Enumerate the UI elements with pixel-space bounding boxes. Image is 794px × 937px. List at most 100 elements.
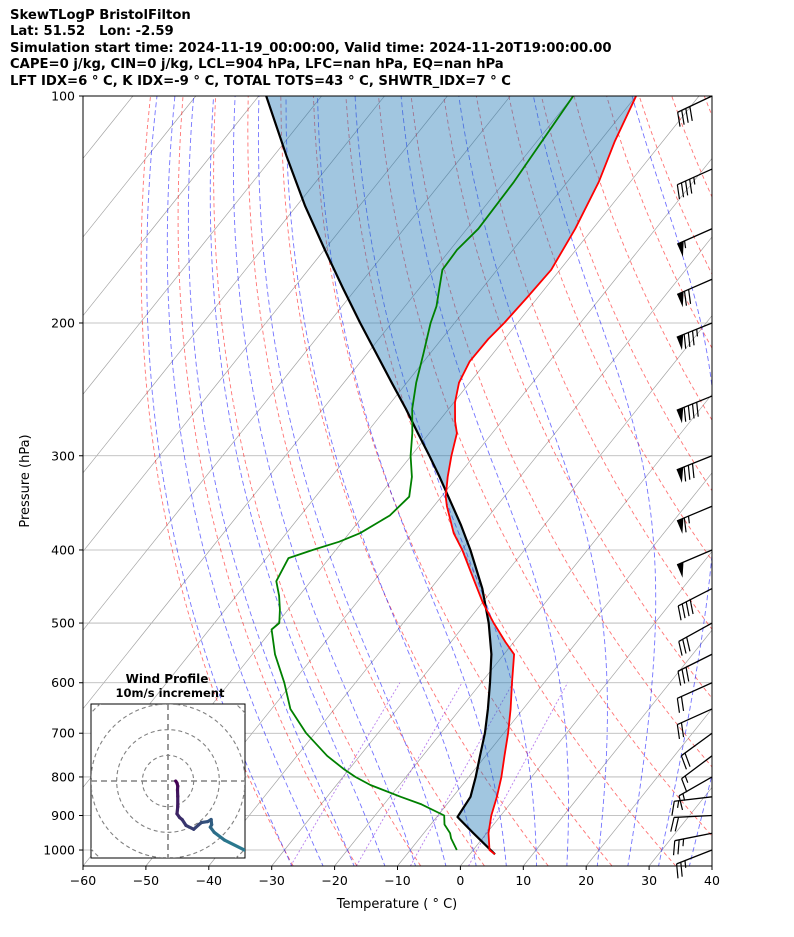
- wind-barb-full: [680, 755, 687, 770]
- dry-adiabat: [140, 96, 294, 866]
- sounding-lines: [265, 96, 637, 856]
- wind-barb-full: [680, 722, 685, 738]
- moist-adiabat: [354, 96, 538, 866]
- simulation-times: Simulation start time: 2024-11-19_00:00:…: [10, 40, 612, 56]
- wind-barb-full: [691, 330, 695, 346]
- hodograph-segment: [174, 779, 179, 785]
- wind-barb: [676, 549, 713, 578]
- wind-barb-shaft: [677, 95, 713, 113]
- wind-barb: [676, 322, 713, 351]
- y-axis: 1000 900 800 700 600 500 400 300 200 100: [43, 89, 83, 858]
- dry-adiabat: [540, 96, 712, 492]
- wind-barb-full: [685, 667, 690, 682]
- moist-adiabat: [458, 96, 608, 866]
- wind-barb-shaft: [674, 832, 713, 842]
- mixing-ratio-line: [410, 682, 514, 866]
- wind-barb-full: [682, 639, 687, 654]
- isotherm-line: [83, 96, 259, 317]
- wind-barb-flag: [677, 291, 684, 308]
- wind-barb-full: [689, 179, 693, 194]
- wind-barb-full: [681, 778, 688, 793]
- y-tick-label: 800: [51, 769, 75, 784]
- y-tick-label: 300: [51, 448, 75, 463]
- wind-barb-shaft: [676, 849, 713, 865]
- x-tick-label: −10: [384, 873, 410, 888]
- wind-barb-full: [683, 407, 687, 422]
- wind-barb: [681, 755, 713, 793]
- mixing-ratio-lines: [290, 682, 568, 866]
- wind-barb-flag: [677, 562, 684, 578]
- wind-barb-half: [682, 838, 685, 847]
- y-tick-label: 700: [51, 726, 75, 741]
- wind-barb-full: [683, 291, 688, 306]
- x-axis-label: Temperature ( ° C): [336, 897, 457, 912]
- moist-adiabat: [720, 96, 794, 868]
- wind-barb-half: [693, 177, 696, 185]
- wind-barb-full: [671, 801, 675, 816]
- station-title: SkewTLogP BristolFilton: [10, 8, 191, 23]
- wind-barb: [676, 708, 713, 740]
- mixing-ratio-line: [468, 682, 568, 866]
- dry-adiabat: [606, 96, 712, 349]
- wind-barb-full: [680, 862, 683, 877]
- isotherm-line: [83, 96, 197, 238]
- wind-barb-full: [676, 724, 681, 740]
- wind-barb-half: [682, 793, 686, 801]
- wind-barb-full: [689, 599, 694, 615]
- wind-barb-shaft: [676, 505, 713, 522]
- wind-barb: [680, 732, 713, 770]
- isotherm-line: [83, 96, 385, 474]
- wind-barb: [676, 168, 713, 200]
- wind-barb-shaft: [677, 653, 713, 672]
- wind-barb: [676, 455, 713, 483]
- isotherm-line: [523, 629, 712, 866]
- wind-barb: [670, 814, 713, 832]
- isotherm-line: [460, 550, 712, 866]
- isotherm-line: [397, 472, 712, 866]
- dry-adiabat: [443, 96, 712, 699]
- isotherm-line: [83, 96, 448, 553]
- wind-barb: [677, 95, 713, 127]
- wind-barb-full: [683, 517, 687, 533]
- wind-barb-full: [678, 795, 684, 811]
- y-axis-label: Pressure (hPa): [18, 434, 33, 527]
- isotherm-line: [0, 96, 70, 866]
- dry-adiabat: [177, 96, 358, 866]
- wind-barb-full: [677, 671, 682, 686]
- wind-barb-full: [688, 289, 692, 304]
- x-tick-label: −30: [259, 873, 285, 888]
- isotherm-line: [585, 708, 712, 866]
- wind-barb-half: [687, 516, 690, 524]
- wind-barb-full: [672, 840, 676, 856]
- isotherm-line: [711, 865, 712, 866]
- y-tick-label: 200: [51, 315, 75, 330]
- dry-adiabat: [247, 96, 485, 866]
- wind-barb-shaft: [674, 814, 713, 819]
- isotherm-line: [83, 96, 322, 395]
- moist-adiabat: [317, 96, 507, 866]
- wind-barb-shaft: [676, 395, 713, 411]
- wind-barb-flag: [676, 407, 684, 424]
- wind-barb-half: [676, 800, 680, 808]
- moist-adiabat: [209, 96, 386, 866]
- wind-barbs: [670, 95, 713, 879]
- isotherm-line: [775, 96, 794, 866]
- isotherm-line: [83, 96, 574, 710]
- wind-barb: [676, 682, 713, 713]
- wind-barb: [676, 395, 713, 424]
- wind-barb-shaft: [676, 549, 713, 566]
- wind-barb-full: [674, 817, 680, 832]
- x-tick-label: 40: [704, 873, 720, 888]
- y-tick-label: 1000: [43, 843, 75, 858]
- wind-barb-full: [687, 332, 691, 348]
- moist-adiabats: [146, 96, 794, 868]
- wind-barb-full: [687, 465, 691, 480]
- moist-adiabat: [631, 96, 712, 866]
- wind-barb-shaft: [680, 732, 713, 757]
- x-tick-label: −60: [70, 873, 96, 888]
- mixing-ratio-line: [355, 682, 463, 866]
- x-tick-label: −40: [196, 873, 222, 888]
- cape-shading: [266, 96, 637, 850]
- dry-adiabat: [345, 96, 677, 866]
- y-tick-label: 100: [51, 89, 75, 104]
